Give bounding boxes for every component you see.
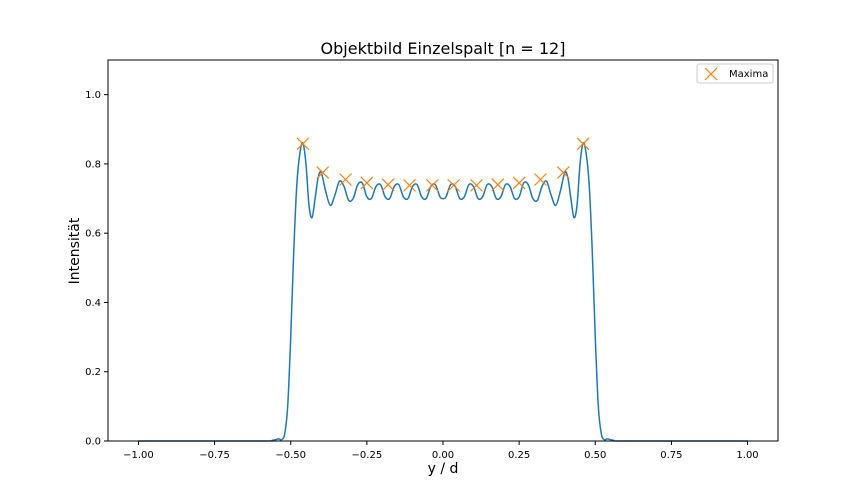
maxima-point (556, 166, 570, 179)
y-tick-label: 0.4 (85, 298, 101, 309)
chart-title: Objektbild Einzelspalt [n = 12] (321, 39, 566, 58)
data-layer (138, 137, 748, 442)
maxima-point (534, 173, 547, 186)
x-tick-label: 0.50 (584, 450, 606, 461)
maxima-point (316, 166, 330, 179)
maxima-point (576, 137, 590, 151)
maxima-point (447, 178, 461, 192)
x-axis-label: y / d (428, 461, 459, 477)
legend-marker-icon (704, 67, 718, 81)
maxima-point (425, 178, 439, 192)
y-tick-label: 1.0 (85, 90, 101, 101)
x-tick-label: −0.25 (352, 450, 383, 461)
legend-label-maxima: Maxima (729, 69, 768, 80)
legend: Maxima (696, 63, 774, 84)
x-tick-label: 0.25 (508, 450, 530, 461)
maxima-point (381, 178, 395, 192)
x-tick-label: 1.00 (736, 450, 758, 461)
maxima-point (470, 178, 483, 192)
x-tick-label: 0.75 (660, 450, 682, 461)
y-tick-label: 0.6 (85, 229, 101, 240)
x-tick-label: −0.75 (199, 450, 230, 461)
maxima-point (339, 173, 352, 186)
x-tick-label: −1.00 (123, 450, 154, 461)
maxima-point (512, 176, 526, 190)
maxima-point (296, 137, 310, 151)
y-tick-label: 0.0 (85, 437, 101, 448)
x-tick-label: 0.00 (432, 450, 454, 461)
maxima-point (491, 178, 505, 192)
maxima-point (360, 176, 374, 190)
y-axis: 0.0 0.2 0.4 0.6 0.8 1.0 (85, 90, 108, 448)
maxima-point (403, 178, 416, 192)
y-tick-label: 0.8 (85, 159, 101, 170)
y-axis-label: Intensität (67, 217, 83, 284)
x-tick-label: −0.50 (275, 450, 306, 461)
intensity-line (138, 142, 748, 442)
plot-background (108, 60, 778, 441)
x-axis: −1.00 −0.75 −0.50 −0.25 0.00 0.25 0.50 0.75 1.00 (123, 441, 759, 461)
y-tick-label: 0.2 (85, 367, 101, 378)
